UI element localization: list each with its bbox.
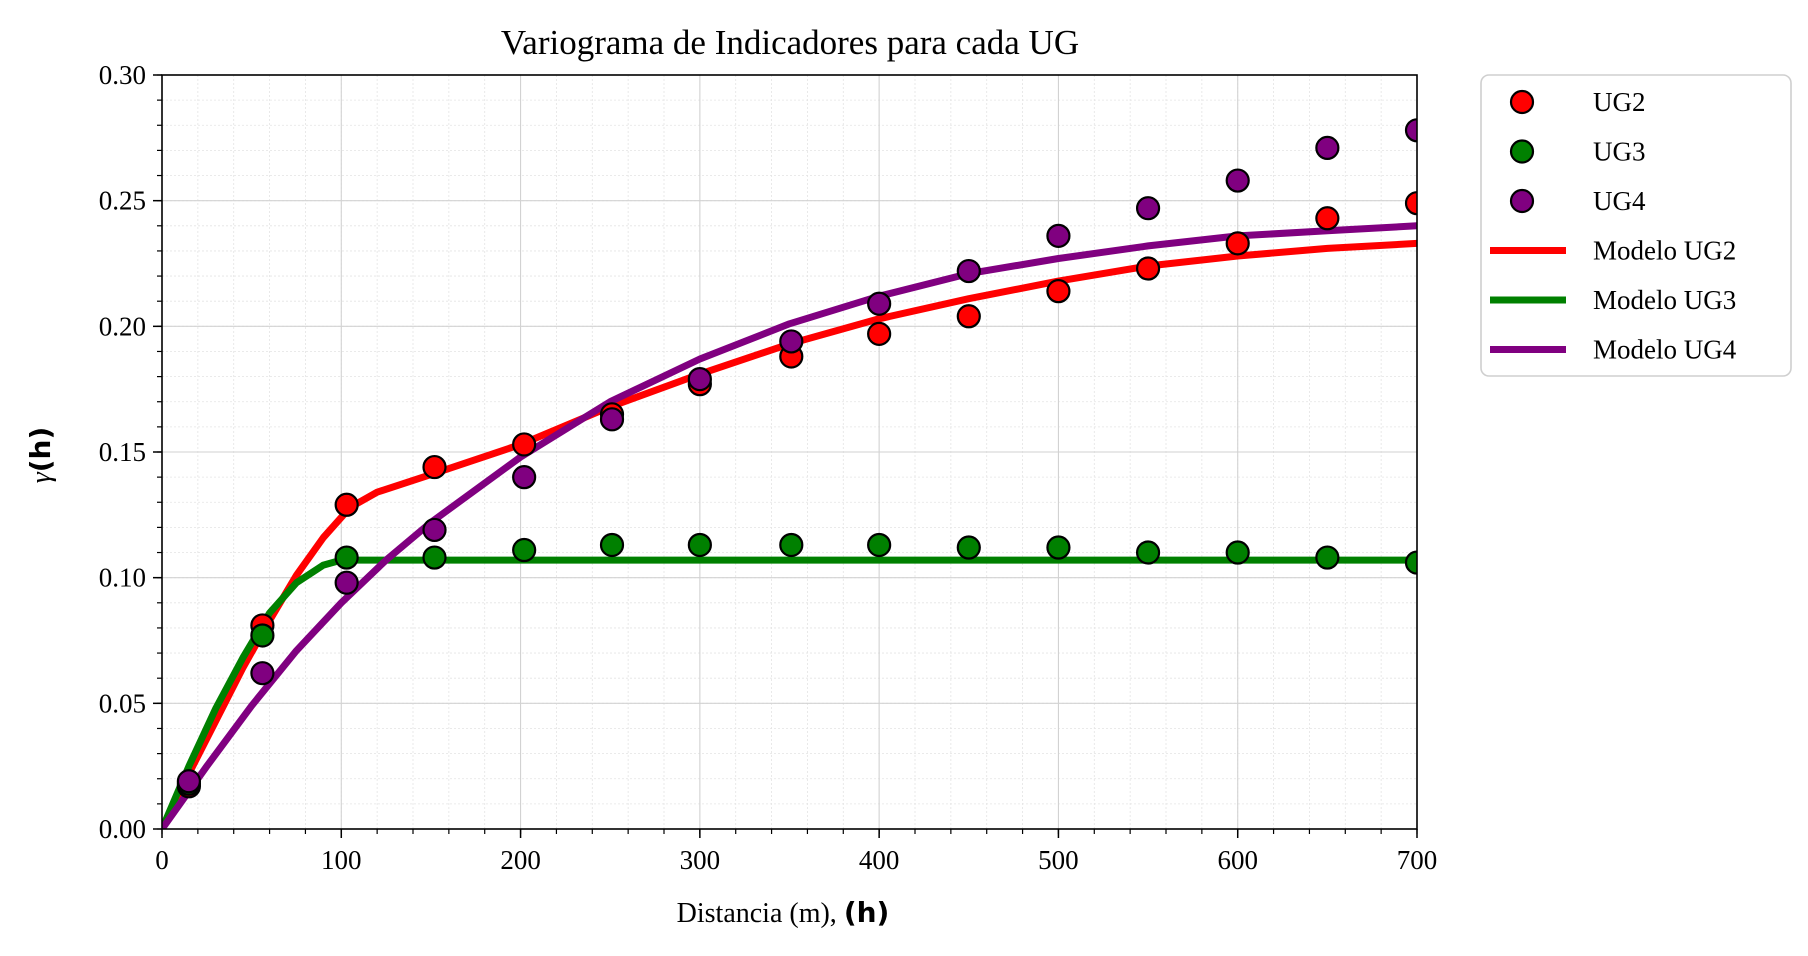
point-ug4 [1315,135,1340,160]
y-axis-label-symbol: γ [26,471,57,483]
y-tick-label: 0.10 [99,563,146,593]
x-axis-label: Distancia (m), (h) [677,896,890,929]
point-ug2 [1135,256,1161,281]
y-axis-label-bold: (h) [24,427,57,473]
point-ug4 [599,407,625,432]
point-ug2 [1315,206,1340,231]
x-tick-label: 100 [321,845,362,875]
point-ug3 [1225,540,1250,565]
x-tick-label: 400 [859,845,900,875]
legend-label: Modelo UG2 [1593,236,1736,266]
x-tick-label: 200 [500,845,541,875]
y-tick-label: 0.30 [99,60,146,90]
point-ug3 [334,545,359,570]
point-ug2 [1225,231,1250,256]
tick-labels: 0 100 200 300 400 500 600 700 0.00 0.05 0.10 0.15 0.… [99,60,1438,875]
point-ug4 [176,769,201,794]
legend-marker-ug4 [1509,188,1535,214]
point-ug2 [867,321,892,346]
point-ug4 [512,465,537,490]
y-tick-label: 0.20 [99,311,146,341]
line-modelo-ug4 [162,222,1417,829]
point-ug4 [334,570,359,595]
axis-ticks [153,74,1418,838]
point-ug4 [779,329,804,354]
point-ug4 [1225,168,1250,193]
point-ug3 [422,545,447,570]
legend-marker-ug2 [1509,89,1535,115]
point-ug2 [334,492,359,517]
point-ug3 [1135,540,1161,565]
point-ug3 [956,535,981,560]
point-ug3 [599,532,625,558]
point-ug3 [512,537,537,563]
point-ug3 [1046,535,1071,560]
point-ug2 [512,432,537,457]
x-tick-label: 500 [1038,845,1079,875]
y-tick-label: 0.05 [99,688,146,718]
legend-box [1480,74,1792,377]
point-ug2 [1046,279,1071,304]
point-ug4 [687,367,712,392]
x-tick-label: 700 [1397,845,1438,875]
y-tick-label: 0.00 [99,814,146,844]
legend-marker-ug3 [1509,139,1535,164]
x-tick-label: 0 [155,845,169,875]
point-ug3 [1404,550,1417,575]
point-ug4 [1046,223,1071,248]
x-tick-label: 300 [680,845,721,875]
scatter-points [176,118,1417,799]
point-ug4 [422,517,447,543]
chart-title: Variograma de Indicadores para cada UG [501,23,1079,62]
x-axis-label-text: Distancia (m), [677,898,844,929]
point-ug4 [1135,196,1161,221]
chart-legend: UG2 UG3 UG4 Modelo UG2 Modelo UG3 Modelo UG4 [1480,74,1792,377]
legend-label: Modelo UG4 [1593,335,1737,365]
legend-label: UG2 [1593,87,1646,117]
y-tick-label: 0.25 [99,186,146,216]
x-axis-label-bold: (h) [844,896,890,929]
legend-label: Modelo UG3 [1593,285,1736,315]
point-ug3 [779,532,804,558]
point-ug3 [250,623,275,648]
y-axis-label: γ(h) [24,427,57,484]
legend-label: UG3 [1593,137,1646,167]
point-ug4 [867,291,892,316]
y-tick-label: 0.15 [99,437,146,467]
legend-label: UG4 [1593,186,1646,216]
point-ug4 [250,661,275,686]
point-ug3 [1315,545,1340,570]
point-ug2 [1404,191,1417,216]
point-ug4 [1404,118,1417,143]
point-ug4 [956,258,981,284]
x-tick-label: 600 [1217,845,1258,875]
point-ug3 [687,532,712,558]
point-ug2 [956,304,981,329]
point-ug2 [422,454,447,480]
point-ug3 [867,532,892,558]
